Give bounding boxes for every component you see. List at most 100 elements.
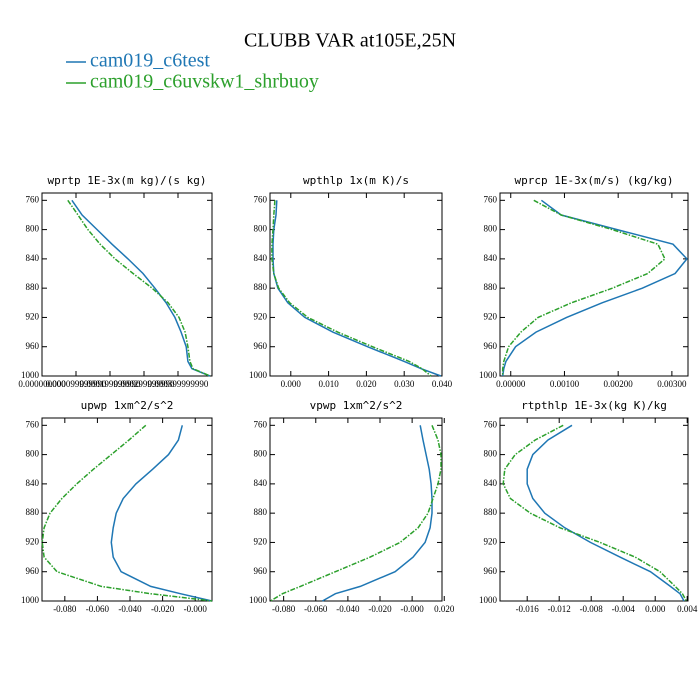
y-tick-label: 920: [484, 537, 498, 547]
x-tick-label: -0.020: [368, 604, 392, 614]
y-tick-label: 880: [254, 282, 268, 292]
y-tick-label: 760: [26, 419, 40, 429]
y-tick-label: 760: [254, 419, 268, 429]
legend-entry: cam019_c6test: [90, 50, 210, 72]
panel-title: rtpthlp 1E-3x(kg K)/kg: [521, 399, 667, 412]
y-tick-label: 880: [26, 507, 40, 517]
x-tick-label: 0.030: [394, 379, 415, 389]
y-tick-label: 840: [484, 253, 498, 263]
x-tick-label: 0.00300: [657, 379, 687, 389]
panel-title: wpthlp 1x(m K)/s: [303, 174, 409, 187]
y-tick-label: 800: [484, 449, 498, 459]
profile-line: [110, 425, 213, 602]
legend-entry: cam019_c6uvskw1_shrbuoy: [90, 71, 319, 93]
y-tick-label: 800: [254, 449, 268, 459]
plot-frame: [41, 417, 213, 602]
profile-line: [501, 199, 666, 376]
y-tick-label: 1000: [479, 595, 498, 605]
plot-frame: [41, 192, 213, 377]
y-tick-label: 880: [484, 507, 498, 517]
x-tick-label: 0.010: [318, 379, 339, 389]
x-tick-label: -0.080: [53, 604, 77, 614]
profile-line: [502, 424, 688, 602]
y-tick-label: 960: [254, 566, 268, 576]
x-tick-label: -0.020: [151, 604, 175, 614]
x-tick-label: -0.008: [580, 604, 604, 614]
x-tick-label: 0.000099999990: [46, 379, 107, 389]
x-tick-label: 0.000000000: [18, 379, 66, 389]
x-tick-label: 0.000: [281, 379, 302, 389]
panel-title: wprcp 1E-3x(m/s) (kg/kg): [515, 174, 674, 187]
y-tick-label: 960: [26, 566, 40, 576]
y-tick-label: 920: [254, 537, 268, 547]
x-tick-label: -0.060: [304, 604, 328, 614]
y-tick-label: 1000: [21, 370, 40, 380]
y-tick-label: 760: [26, 194, 40, 204]
profile-line: [41, 424, 213, 602]
panel-title: wprtp 1E-3x(m kg)/(s kg): [48, 174, 207, 187]
x-tick-label: 0.00000: [496, 379, 526, 389]
x-tick-label: 0.020: [356, 379, 377, 389]
x-tick-label: 0.020: [434, 604, 455, 614]
y-tick-label: 1000: [249, 370, 268, 380]
x-tick-label: 0.000: [645, 604, 666, 614]
y-tick-label: 840: [26, 253, 40, 263]
profile-line: [501, 199, 688, 377]
profile-line: [67, 199, 211, 377]
x-tick-label: -0.012: [548, 604, 571, 614]
y-tick-label: 1000: [249, 595, 268, 605]
panel-title: vpwp 1xm^2/s^2: [310, 399, 403, 412]
x-tick-label: -0.000: [401, 604, 425, 614]
y-tick-label: 1000: [479, 370, 498, 380]
y-tick-label: 840: [484, 478, 498, 488]
profile-line: [71, 199, 211, 377]
y-tick-label: 840: [26, 478, 40, 488]
y-tick-label: 800: [254, 224, 268, 234]
y-tick-label: 920: [484, 312, 498, 322]
y-tick-label: 920: [26, 312, 40, 322]
x-tick-label: 0.040: [432, 379, 453, 389]
profile-line: [270, 425, 442, 602]
x-tick-label: -0.080: [272, 604, 296, 614]
x-tick-label: 0.000299999990: [114, 379, 175, 389]
panel-title: upwp 1xm^2/s^2: [81, 399, 174, 412]
y-tick-label: 960: [484, 566, 498, 576]
y-tick-label: 760: [254, 194, 268, 204]
plot-frame: [499, 192, 689, 377]
x-tick-label: -0.004: [612, 604, 636, 614]
plot-frame: [269, 192, 443, 377]
y-tick-label: 880: [254, 507, 268, 517]
y-tick-label: 800: [26, 224, 40, 234]
figure-title: CLUBB VAR at105E,25N: [244, 30, 456, 52]
x-tick-label: -0.000: [184, 604, 208, 614]
x-tick-label: -0.060: [86, 604, 110, 614]
profile-line: [271, 200, 432, 377]
x-tick-label: -0.040: [118, 604, 142, 614]
y-tick-label: 880: [26, 282, 40, 292]
y-tick-label: 840: [254, 478, 268, 488]
x-tick-label: -0.016: [516, 604, 540, 614]
y-tick-label: 800: [484, 224, 498, 234]
y-tick-label: 880: [484, 282, 498, 292]
x-tick-label: 0.004: [677, 604, 698, 614]
profile-line: [272, 200, 442, 377]
profile-line: [526, 424, 685, 602]
profile-line: [322, 425, 433, 602]
x-tick-label: 0.000399999990: [148, 379, 209, 389]
plot-frame: [269, 417, 443, 602]
plot-frame: [499, 417, 689, 602]
y-tick-label: 800: [26, 449, 40, 459]
y-tick-label: 1000: [21, 595, 40, 605]
y-tick-label: 760: [484, 419, 498, 429]
x-tick-label: 0.00200: [604, 379, 634, 389]
y-tick-label: 920: [254, 312, 268, 322]
x-tick-label: 0.00100: [550, 379, 580, 389]
y-tick-label: 960: [26, 341, 40, 351]
y-tick-label: 920: [26, 537, 40, 547]
x-tick-label: 0.000199999990: [80, 379, 141, 389]
y-tick-label: 840: [254, 253, 268, 263]
x-tick-label: -0.040: [336, 604, 360, 614]
y-tick-label: 960: [484, 341, 498, 351]
y-tick-label: 760: [484, 194, 498, 204]
